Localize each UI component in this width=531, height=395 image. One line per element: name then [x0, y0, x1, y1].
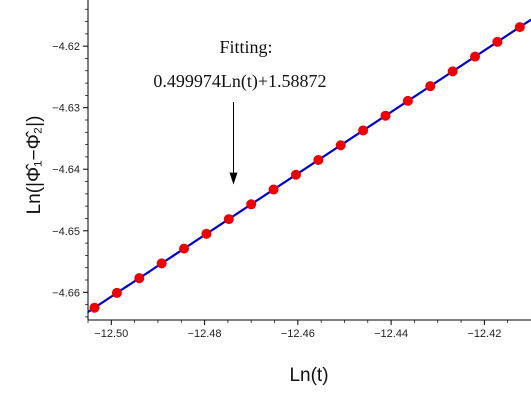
axes	[87, 0, 531, 321]
data-point	[514, 22, 525, 33]
ticks: −12.50 −12.48 −12.46 −12.44 −12.42 −4.66 −4.65…	[52, 8, 509, 340]
data-point	[89, 302, 100, 313]
data-point	[246, 199, 257, 210]
fit-line	[87, 18, 531, 313]
data-point	[134, 273, 145, 284]
x-tick-label: −12.44	[374, 328, 408, 340]
data-point	[201, 228, 212, 239]
x-tick-label: −12.46	[281, 328, 315, 340]
annotation: Fitting: 0.499974Ln(t)+1.58872	[153, 37, 327, 185]
data-point	[156, 258, 167, 269]
data-point	[425, 81, 436, 92]
points-layer	[89, 22, 525, 313]
data-point	[447, 66, 458, 77]
annotation-line2: 0.499974Ln(t)+1.58872	[153, 71, 326, 92]
data-point	[223, 214, 234, 225]
data-point	[268, 184, 279, 195]
data-point	[470, 51, 481, 62]
x-tick-label: −12.42	[467, 328, 501, 340]
data-point	[402, 95, 413, 106]
data-point	[335, 140, 346, 151]
fit-layer	[87, 18, 531, 313]
x-axis-title: Ln(t)	[289, 365, 328, 386]
y-tick-label: −4.65	[52, 226, 80, 238]
data-point	[492, 36, 503, 47]
data-point	[380, 110, 391, 121]
data-point	[358, 125, 369, 136]
annotation-arrow-head	[229, 172, 238, 185]
x-tick-label: −12.48	[188, 328, 222, 340]
y-axis-title: Ln(|Φ̂₁−Φ̂₂|)	[24, 116, 45, 215]
data-point	[179, 243, 190, 254]
data-point	[290, 169, 301, 180]
y-tick-label: −4.66	[52, 287, 80, 299]
y-tick-label: −4.62	[52, 41, 80, 53]
data-point	[111, 287, 122, 298]
y-tick-label: −4.63	[52, 103, 80, 115]
x-tick-label: −12.50	[94, 328, 128, 340]
data-point	[313, 155, 324, 165]
y-tick-label: −4.64	[52, 164, 80, 176]
annotation-line1: Fitting:	[219, 37, 272, 57]
